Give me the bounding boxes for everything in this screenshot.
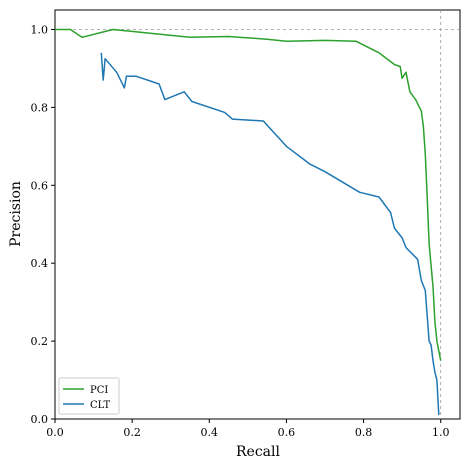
y-axis-label: Precision — [8, 181, 24, 247]
x-tick-label: 0.0 — [46, 426, 64, 439]
x-tick-label: 0.8 — [355, 426, 373, 439]
y-axis-ticks: 0.0 0.2 0.4 0.6 0.8 1.0 — [31, 23, 55, 426]
x-axis-ticks: 0.0 0.2 0.4 0.6 0.8 1.0 — [46, 419, 449, 439]
legend-label-pci: PCI — [90, 385, 108, 396]
legend-box — [58, 377, 120, 415]
series-line-pci — [55, 28, 442, 361]
legend-label-clt: CLT — [90, 400, 110, 411]
y-tick-label: 0.0 — [31, 413, 49, 426]
x-axis-label: Recall — [236, 444, 280, 460]
x-tick-label: 0.2 — [123, 426, 141, 439]
legend: PCI CLT — [58, 377, 120, 415]
x-tick-label: 0.6 — [278, 426, 296, 439]
x-tick-label: 1.0 — [432, 426, 450, 439]
y-tick-label: 0.8 — [31, 101, 49, 114]
y-tick-label: 1.0 — [31, 23, 49, 36]
y-tick-label: 0.4 — [31, 257, 49, 270]
series-layer — [55, 28, 442, 416]
y-tick-label: 0.2 — [31, 335, 49, 348]
series-line-clt — [100, 52, 440, 416]
plot-frame — [54, 9, 461, 420]
y-tick-label: 0.6 — [31, 179, 49, 192]
x-tick-label: 0.4 — [201, 426, 219, 439]
reference-lines — [55, 10, 460, 419]
